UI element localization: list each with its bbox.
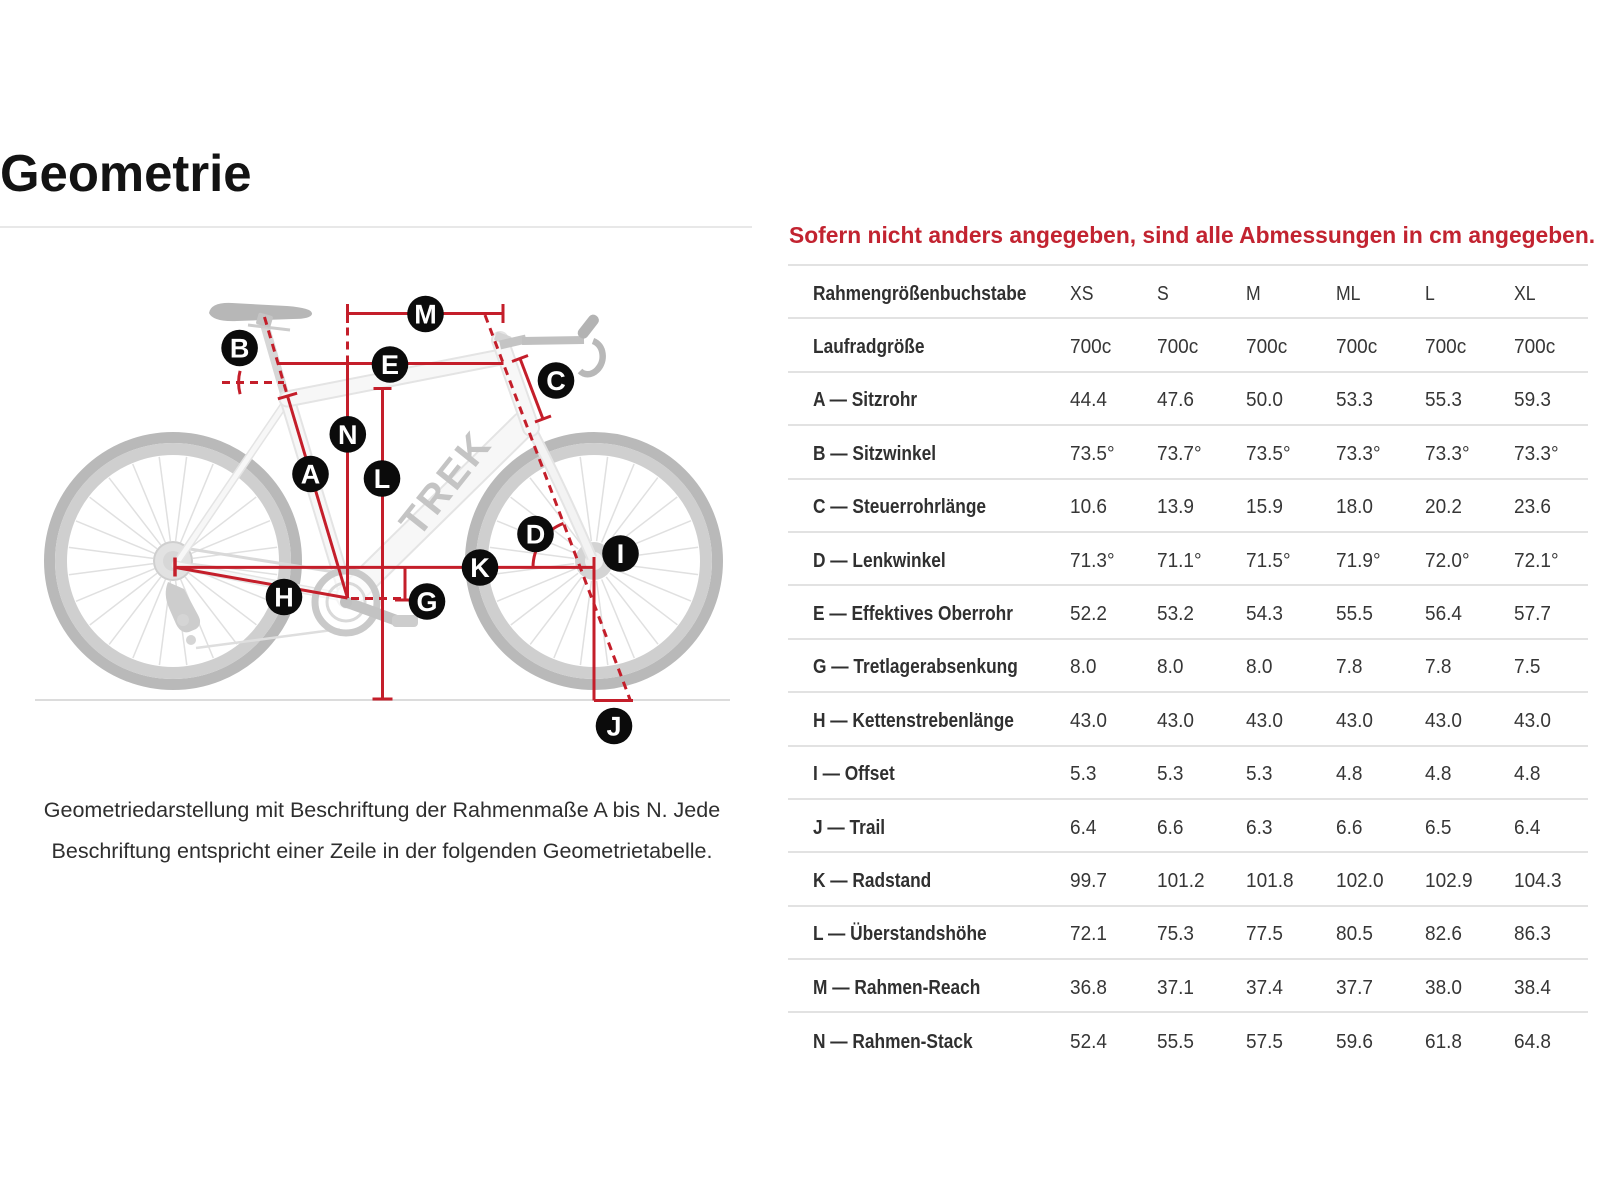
svg-text:H: H (274, 583, 294, 613)
svg-text:M: M (414, 300, 437, 330)
svg-text:J: J (606, 712, 621, 742)
svg-text:I: I (617, 539, 625, 569)
svg-text:C: C (546, 366, 566, 396)
svg-text:N: N (338, 420, 358, 450)
svg-text:B: B (230, 334, 250, 364)
svg-text:A: A (301, 460, 321, 490)
svg-text:D: D (526, 520, 546, 550)
svg-text:G: G (416, 587, 437, 617)
svg-text:E: E (381, 350, 399, 380)
svg-text:K: K (470, 553, 490, 583)
svg-text:L: L (374, 464, 391, 494)
